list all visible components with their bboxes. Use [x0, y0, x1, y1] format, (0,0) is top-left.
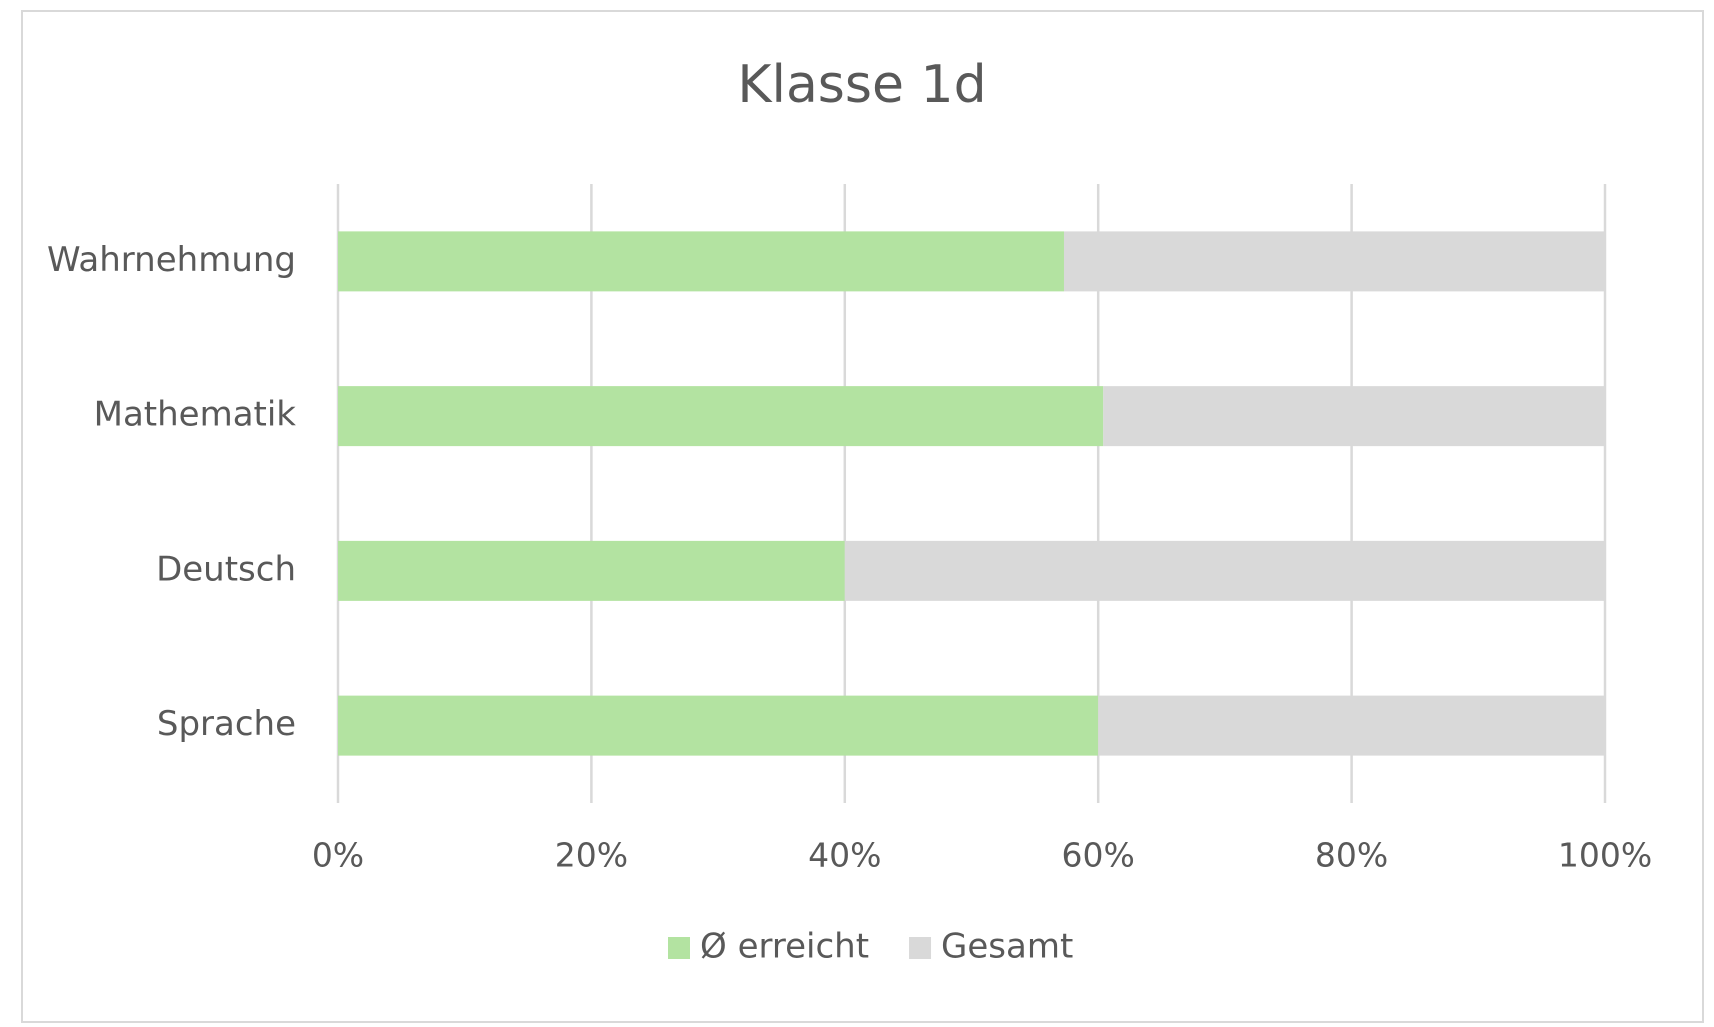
y-tick-label: Mathematik	[94, 395, 297, 435]
bar-segment	[844, 540, 1605, 601]
bar-segment	[338, 540, 845, 601]
y-tick-label: Wahrnehmung	[47, 240, 296, 280]
bar-segment	[1103, 386, 1605, 447]
y-tick-label: Sprache	[157, 704, 296, 744]
x-tick-label: 0%	[312, 836, 364, 875]
x-tick-label: 20%	[555, 836, 628, 875]
chart-title: Klasse 1d	[737, 55, 986, 115]
x-tick-label: 80%	[1315, 836, 1388, 875]
bar-segment	[1098, 695, 1605, 756]
legend-swatch	[668, 937, 690, 959]
legend-swatch	[909, 937, 932, 959]
legend-label: Gesamt	[941, 927, 1073, 967]
bar-segment	[338, 231, 1064, 292]
bar-segment	[338, 695, 1099, 756]
y-tick-label: Deutsch	[156, 549, 296, 589]
chart-border	[21, 10, 1704, 1023]
x-tick-label: 60%	[1062, 836, 1135, 875]
bar-segment	[1063, 231, 1605, 292]
bar-segment	[338, 386, 1104, 447]
x-tick-label: 40%	[808, 836, 881, 875]
legend-label: Ø erreicht	[700, 927, 869, 967]
x-tick-label: 100%	[1558, 836, 1652, 875]
